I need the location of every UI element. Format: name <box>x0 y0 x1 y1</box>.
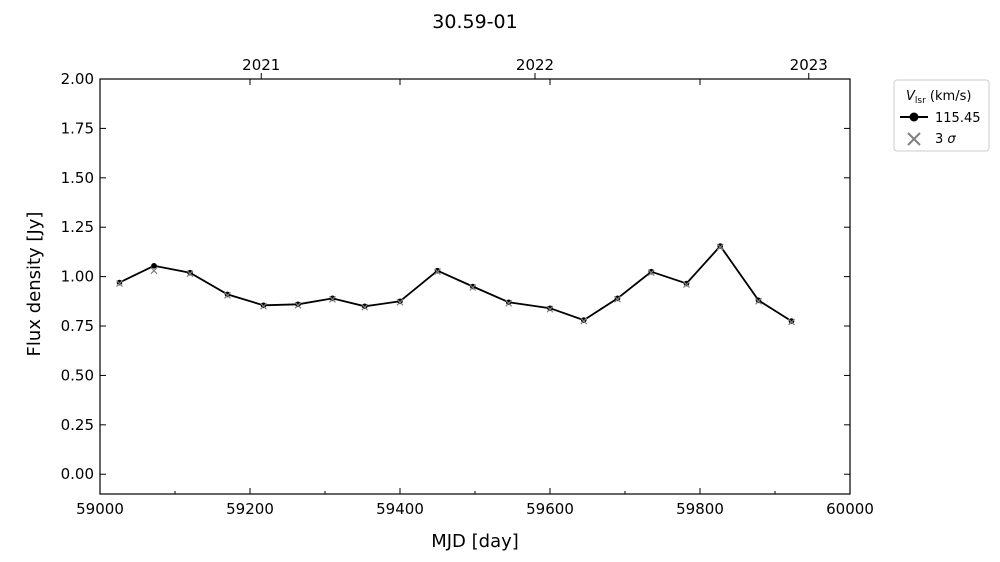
series-line <box>119 244 792 322</box>
sigma-marker <box>505 299 513 307</box>
data-point <box>329 295 336 302</box>
y-tick-label: 0.25 <box>61 416 94 434</box>
data-point <box>469 283 476 290</box>
x-tick-label: 59200 <box>226 500 274 518</box>
sigma-marker <box>647 269 655 277</box>
legend: Vlsr (km/s) 115.45 3 σ <box>893 79 990 152</box>
sigma-marker <box>186 270 194 278</box>
year-tick-label: 2022 <box>516 56 554 74</box>
sigma-marker <box>396 298 404 306</box>
legend-circle-marker <box>909 112 919 122</box>
data-point <box>361 303 368 310</box>
sigma-marker <box>224 291 231 299</box>
sigma-marker <box>469 284 477 291</box>
y-tick-label: 2.00 <box>61 70 94 88</box>
data-point <box>755 297 762 304</box>
sigma-marker <box>434 268 441 276</box>
data-point <box>397 298 403 305</box>
data-point <box>295 301 301 308</box>
data-point <box>505 299 512 306</box>
sigma-marker <box>116 280 123 287</box>
x-axis-label: MJD [day] <box>431 531 519 552</box>
y-axis-label: Flux density [Jy] <box>24 212 45 357</box>
data-point <box>116 279 123 286</box>
sigma-marker <box>614 295 621 303</box>
sigma-marker <box>294 301 302 309</box>
sigma-marker <box>716 243 724 251</box>
sigma-marker <box>755 297 762 305</box>
legend-entry-series: 115.45 <box>935 111 981 126</box>
x-tick-label: 59800 <box>676 500 724 518</box>
x-tick-label: 59000 <box>76 500 124 518</box>
y-tick-label: 0.75 <box>61 317 94 335</box>
year-tick-label: 2021 <box>242 56 280 74</box>
legend-frame <box>893 79 990 152</box>
sigma-marker <box>260 302 267 310</box>
legend-x-marker <box>907 132 921 146</box>
data-point <box>224 291 231 298</box>
data-point <box>187 269 193 276</box>
plot-area: 59000 59200 59400 59600 59800 60000 0.00 0.25 0.… <box>61 56 874 518</box>
data-point <box>260 302 267 309</box>
x-tick-label: 60000 <box>826 500 874 518</box>
y-tick-label: 0.50 <box>61 366 94 384</box>
data-point <box>788 318 795 324</box>
sigma-marker <box>683 281 690 288</box>
sigma-marker <box>361 303 369 311</box>
legend-entry-sigma: 3 σ <box>935 132 956 147</box>
year-tick-label: 2023 <box>790 56 828 74</box>
data-point <box>683 280 690 287</box>
sigma-marker <box>150 267 158 275</box>
data-point <box>434 267 441 274</box>
y-tick-label: 0.00 <box>61 465 94 483</box>
y-tick-label: 1.75 <box>61 119 94 137</box>
sigma-marker <box>546 305 554 313</box>
data-point <box>614 295 621 302</box>
x-tick-label: 59400 <box>376 500 424 518</box>
sigma-marker <box>329 295 336 303</box>
data-point <box>648 268 655 275</box>
y-tick-label: 1.00 <box>61 268 94 286</box>
x-tick-label: 59600 <box>526 500 574 518</box>
y-tick-label: 1.50 <box>61 169 94 187</box>
data-point <box>717 243 724 249</box>
data-point <box>151 262 157 269</box>
data-point <box>580 317 587 323</box>
legend-title: Vlsr (km/s) <box>906 89 971 106</box>
data-point <box>547 305 553 312</box>
sigma-marker <box>788 318 795 326</box>
chart-title: 30.59-01 <box>432 11 517 33</box>
sigma-marker <box>580 317 588 325</box>
y-tick-label: 1.25 <box>61 218 94 236</box>
